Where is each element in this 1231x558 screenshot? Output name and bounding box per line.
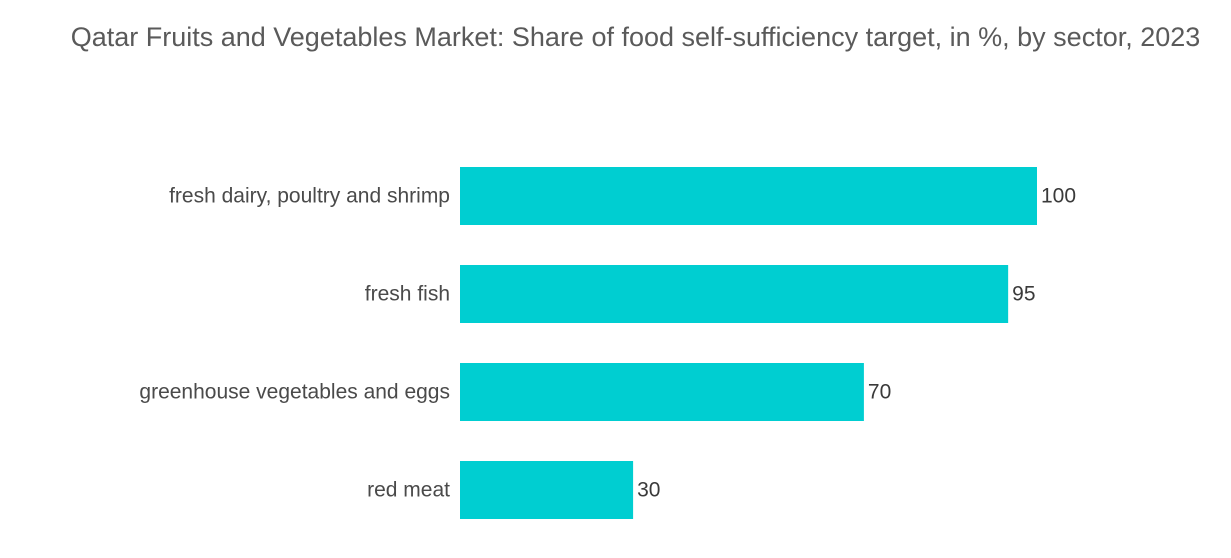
category-label: greenhouse vegetables and eggs: [139, 381, 450, 404]
category-labels: fresh dairy, poultry and shrimp fresh fis…: [139, 185, 450, 502]
bar: [460, 265, 1009, 323]
bar: [460, 363, 864, 421]
value-labels: 100 95 70 30: [637, 185, 1076, 502]
category-label: fresh dairy, poultry and shrimp: [169, 185, 450, 208]
value-label: 100: [1041, 185, 1076, 208]
bar: [460, 461, 634, 519]
chart-title: Qatar Fruits and Vegetables Market: Shar…: [70, 22, 1201, 52]
value-label: 95: [1012, 283, 1035, 306]
bars-layer: [460, 167, 1037, 519]
category-label: red meat: [367, 479, 450, 502]
category-label: fresh fish: [365, 283, 450, 306]
value-label: 30: [637, 479, 660, 502]
bar: [460, 167, 1037, 225]
value-label: 70: [868, 381, 891, 404]
